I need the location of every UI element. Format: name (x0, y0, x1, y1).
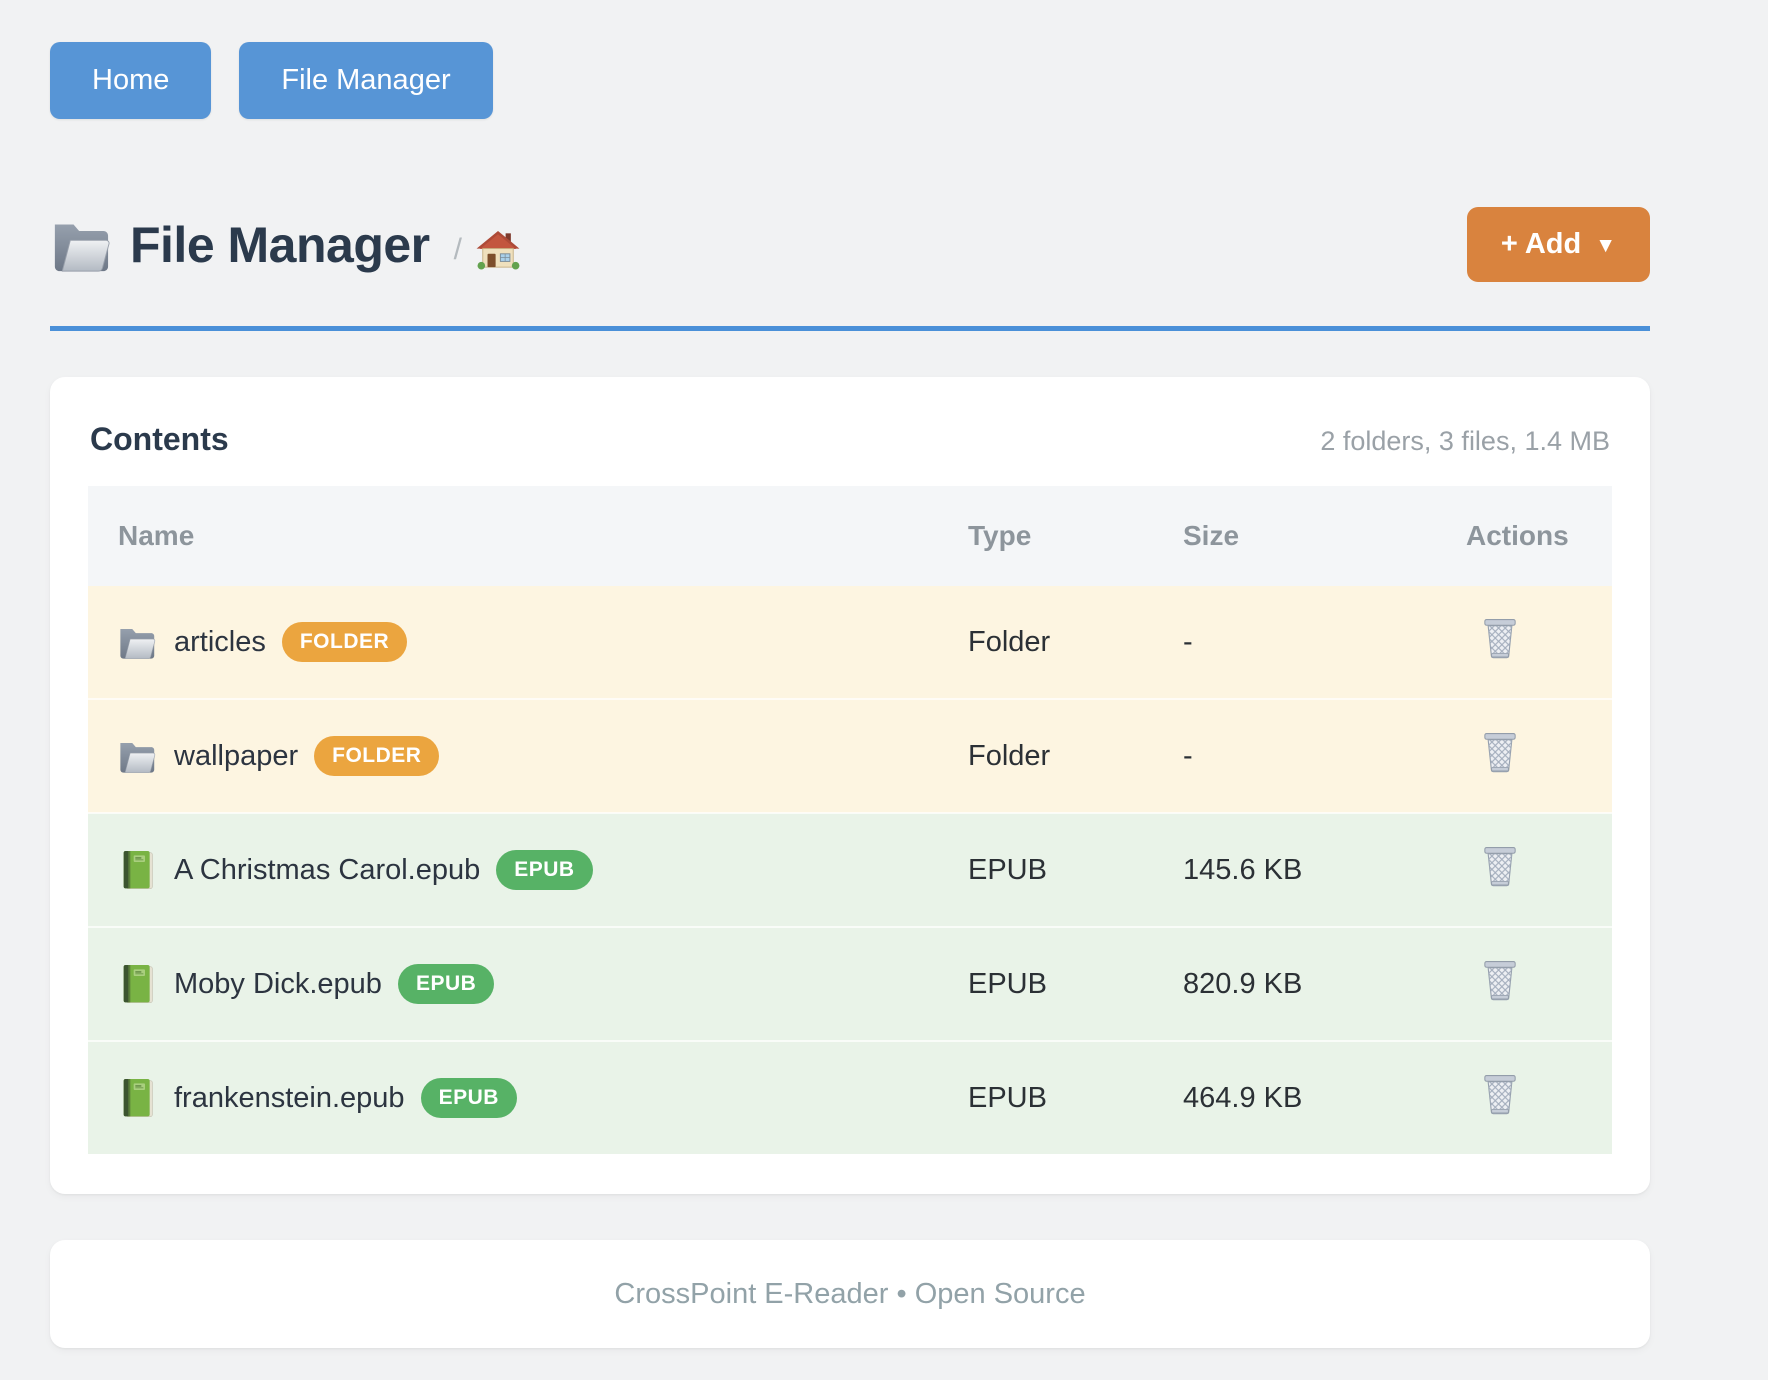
trash-icon (1484, 846, 1516, 886)
delete-button[interactable] (1482, 618, 1518, 659)
contents-card: Contents 2 folders, 3 files, 1.4 MB Name… (50, 377, 1650, 1194)
page: Home File Manager File Manager / + Add ▼… (50, 0, 1650, 1348)
type-cell: EPUB (968, 1081, 1047, 1114)
type-cell: Folder (968, 625, 1051, 658)
add-button[interactable]: + Add ▼ (1466, 207, 1650, 282)
green-book-icon (123, 850, 153, 890)
size-cell: - (1183, 739, 1193, 772)
table-row[interactable]: articles FOLDER Folder - (88, 586, 1612, 699)
table-row[interactable]: wallpaper FOLDER Folder - (88, 699, 1612, 813)
folder-icon (54, 223, 110, 272)
table-row[interactable]: Moby Dick.epub EPUB EPUB 820.9 KB (88, 927, 1612, 1041)
green-book-icon (123, 964, 153, 1004)
column-header-size: Size (1153, 486, 1438, 586)
title-wrap: File Manager / (50, 216, 520, 274)
column-header-type: Type (938, 486, 1153, 586)
table-row[interactable]: A Christmas Carol.epub EPUB EPUB 145.6 K… (88, 813, 1612, 927)
page-title: File Manager (130, 216, 430, 273)
contents-title: Contents (90, 421, 229, 457)
delete-button[interactable] (1482, 732, 1518, 773)
size-cell: 464.9 KB (1183, 1081, 1303, 1114)
house-icon[interactable] (476, 229, 520, 270)
type-cell: EPUB (968, 967, 1047, 1000)
delete-button[interactable] (1482, 1074, 1518, 1115)
nav-file-manager-button[interactable]: File Manager (239, 42, 493, 119)
delete-button[interactable] (1482, 960, 1518, 1001)
file-name[interactable]: frankenstein.epub (174, 1081, 405, 1114)
trash-icon (1484, 1074, 1516, 1114)
column-header-actions: Actions (1438, 486, 1612, 586)
trash-icon (1484, 960, 1516, 1000)
type-badge: EPUB (496, 850, 593, 890)
file-name[interactable]: wallpaper (174, 739, 299, 772)
trash-icon (1484, 732, 1516, 772)
column-header-name: Name (88, 486, 938, 586)
trash-icon (1484, 618, 1516, 658)
footer: CrossPoint E-Reader • Open Source (50, 1240, 1650, 1348)
file-name[interactable]: articles (174, 625, 266, 658)
contents-table: Name Type Size Actions articles FOLDER F… (88, 486, 1612, 1154)
caret-down-icon: ▼ (1595, 233, 1616, 257)
size-cell: 820.9 KB (1183, 967, 1303, 1000)
type-badge: EPUB (397, 964, 495, 1004)
nav-home-button[interactable]: Home (50, 42, 212, 119)
size-cell: 145.6 KB (1183, 853, 1303, 886)
top-nav: Home File Manager (50, 42, 1650, 119)
contents-summary: 2 folders, 3 files, 1.4 MB (1320, 426, 1610, 456)
size-cell: - (1183, 625, 1193, 658)
folder-icon (120, 628, 156, 659)
add-button-label: + Add (1500, 228, 1582, 260)
file-name[interactable]: A Christmas Carol.epub (174, 853, 481, 886)
contents-table-body: articles FOLDER Folder - wallpaper FOLDE… (88, 586, 1612, 1154)
folder-icon (120, 742, 156, 773)
type-cell: EPUB (968, 853, 1047, 886)
type-badge: FOLDER (314, 736, 440, 776)
type-cell: Folder (968, 739, 1051, 772)
type-badge: FOLDER (281, 622, 408, 662)
contents-card-header: Contents 2 folders, 3 files, 1.4 MB (88, 413, 1612, 458)
table-row[interactable]: frankenstein.epub EPUB EPUB 464.9 KB (88, 1041, 1612, 1154)
breadcrumb-separator: / (453, 232, 462, 266)
delete-button[interactable] (1482, 846, 1518, 887)
footer-text: CrossPoint E-Reader • Open Source (614, 1277, 1086, 1310)
table-header-row: Name Type Size Actions (88, 486, 1612, 586)
file-name[interactable]: Moby Dick.epub (174, 967, 382, 1000)
green-book-icon (123, 1078, 153, 1117)
header-divider (50, 326, 1650, 331)
type-badge: EPUB (420, 1078, 517, 1118)
page-header: File Manager / + Add ▼ (50, 207, 1650, 282)
